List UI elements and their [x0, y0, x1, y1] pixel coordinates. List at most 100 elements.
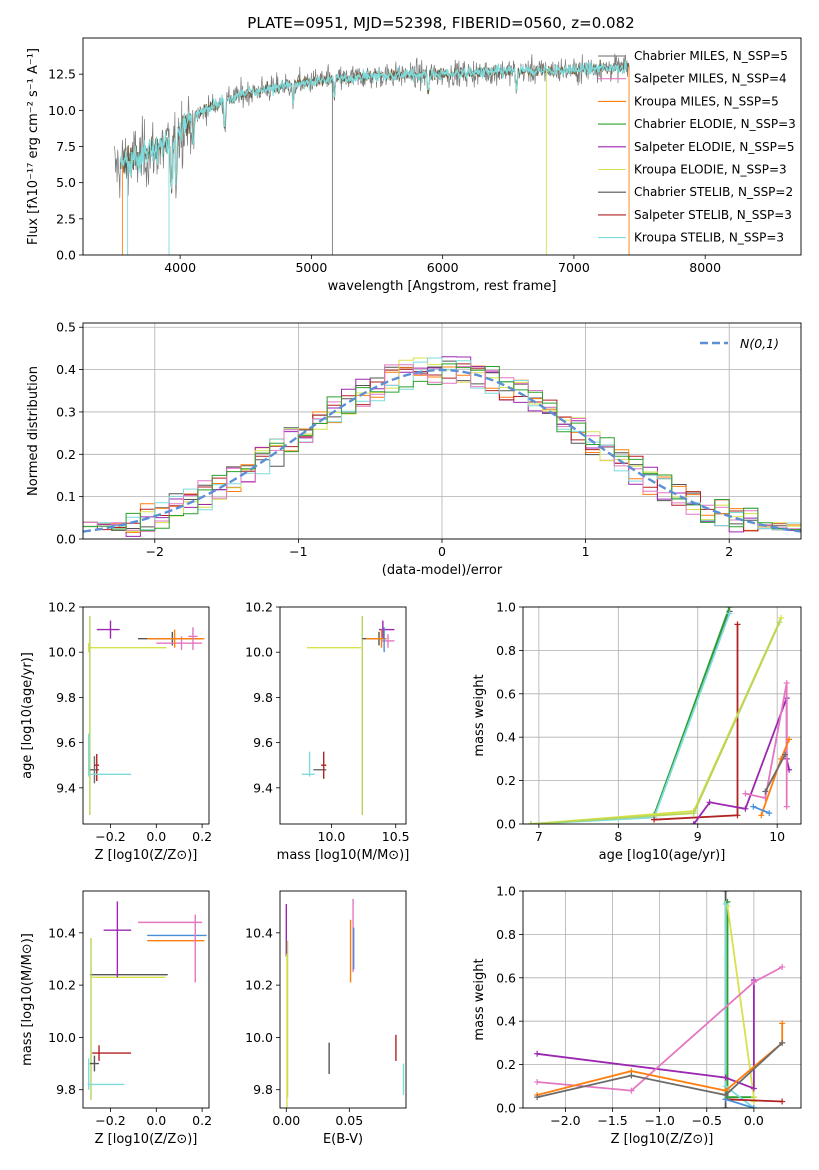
x-axis-label: (data-model)/error	[382, 563, 503, 578]
weight-marker	[779, 1020, 786, 1027]
axes-frame	[279, 890, 407, 1109]
y-tick-label: 10.2	[48, 978, 76, 993]
weight-marker	[734, 621, 741, 628]
y-axis-label: mass weight	[472, 674, 487, 756]
axes-massweight_vs_age: 7 8 9 10 0.0 0.2 0.4 0.6 0.8 1.0 age [log10(age/yr…	[472, 600, 802, 863]
weight-series	[536, 980, 755, 1090]
axes-frame	[82, 890, 210, 1109]
error-bar-point	[188, 627, 198, 650]
weight-series	[725, 1098, 755, 1108]
y-tick-label: 10.0	[48, 645, 76, 660]
x-tick-label: −1	[289, 544, 307, 559]
error-bar-point	[92, 1045, 132, 1061]
axes-residuals: −2 −1 0 1 2 0.0 0.1 0.2 0.3 0.4 0.5 (data-model)/er…	[26, 320, 802, 578]
y-axis-label: age [log10(age/yr)]	[20, 652, 35, 779]
error-bar-point	[96, 620, 120, 639]
x-tick-label: 7	[535, 829, 543, 844]
x-tick-label: 0.00	[272, 1113, 300, 1128]
weight-marker	[779, 963, 786, 970]
x-tick-label: 8000	[689, 260, 721, 275]
weight-series	[653, 607, 731, 816]
x-axis-label: Z [log10(Z/Z⊙)]	[95, 1132, 198, 1147]
error-bar-point	[321, 751, 327, 779]
y-tick-label: 10.4	[48, 925, 76, 940]
y-tick-label: 10.2	[48, 600, 76, 615]
weight-series	[530, 621, 781, 824]
plots-group: 4000 5000 6000 7000 80000.02.55.07.510.012.5…	[20, 37, 802, 1147]
spectrum-line	[119, 60, 627, 190]
x-tick-label: 1	[582, 544, 590, 559]
x-tick-label: −2	[146, 544, 164, 559]
y-tick-label: 0.2	[496, 773, 516, 788]
y-tick-label: 10.2	[245, 978, 273, 993]
x-axis-label: Z [log10(Z/Z⊙)]	[95, 848, 198, 863]
weight-marker	[766, 810, 773, 817]
x-tick-label: −0.2	[95, 1113, 125, 1128]
x-tick-label: 10.0	[318, 829, 346, 844]
weight-marker	[726, 607, 733, 610]
weight-marker	[750, 1105, 757, 1108]
weight-series	[745, 682, 788, 807]
y-tick-label: 9.8	[253, 1082, 273, 1097]
y-tick-label: 0.2	[496, 1057, 516, 1072]
x-tick-label: 2	[725, 544, 733, 559]
y-tick-label: 10.0	[48, 1030, 76, 1045]
x-tick-label: 0.0	[146, 829, 166, 844]
page-title: PLATE=0951, MJD=52398, FIBERID=0560, z=0…	[247, 14, 634, 32]
x-axis-label: mass [log10(M/M⊙)]	[277, 848, 410, 863]
axes-mass_vs_Z: −0.2 0.0 0.2 9.8 10.0 10.2 10.4 Z [log10(Z/Z⊙)]…	[20, 890, 212, 1147]
weight-marker	[726, 610, 733, 617]
plot-area	[527, 607, 793, 824]
x-tick-label: −0.2	[95, 829, 125, 844]
weight-series	[536, 1042, 783, 1099]
y-axis-label: mass [log10(M/M⊙)]	[20, 933, 35, 1066]
x-tick-label: 0.0	[146, 1113, 166, 1128]
axes-frame	[82, 37, 802, 256]
x-tick-label: 0.2	[192, 829, 212, 844]
weight-marker	[651, 816, 658, 823]
y-tick-label: 0.4	[496, 730, 516, 745]
y-tick-label: 2.5	[56, 211, 76, 226]
y-tick-label: 0.1	[56, 489, 76, 504]
x-tick-label: 4000	[164, 260, 196, 275]
x-tick-label: 5000	[295, 260, 327, 275]
x-tick-label: −1.0	[644, 1113, 674, 1128]
y-tick-label: 0.8	[496, 927, 516, 942]
axes-mass_vs_ebv: 0.00 0.05 9.8 10.0 10.2 10.4 E(B-V)	[245, 890, 407, 1147]
x-tick-label: 6000	[427, 260, 459, 275]
y-tick-label: 9.8	[56, 1082, 76, 1097]
weight-series	[693, 697, 790, 824]
legend-label: Salpeter STELIB, N_SSP=3	[634, 208, 792, 222]
x-tick-label: 0.05	[335, 1113, 363, 1128]
y-tick-label: 1.0	[496, 884, 516, 899]
x-axis-label: Z [log10(Z/Z⊙)]	[611, 1132, 714, 1147]
x-tick-label: 7000	[558, 260, 590, 275]
axes-spectrum: 4000 5000 6000 7000 8000 0.0 2.5 5.0 7.5 10.0 12.5…	[26, 37, 802, 294]
y-tick-label: 9.8	[253, 690, 273, 705]
error-bar-point	[88, 643, 167, 653]
legend: Chabrier MILES, N_SSP=5 Salpeter MILES, N…	[598, 49, 796, 245]
axes-age_vs_mass: 10.0 10.5 9.4 9.6 9.8 10.0 10.2 mass [log10(M/M…	[245, 600, 409, 864]
weight-marker	[706, 799, 713, 806]
weight-marker	[783, 679, 790, 686]
x-tick-label: 10	[769, 829, 785, 844]
y-axis-label: mass weight	[472, 958, 487, 1040]
axes-frame	[279, 606, 407, 825]
weight-marker	[779, 1039, 786, 1046]
weight-series	[752, 805, 770, 814]
axes-age_vs_Z: −0.2 0.0 0.2 9.4 9.6 9.8 10.0 10.2 Z [log10(Z/Z⊙…	[20, 600, 212, 864]
normal-curve	[83, 368, 801, 533]
x-axis-label: age [log10(age/yr)]	[599, 848, 726, 863]
weight-marker	[722, 1105, 729, 1108]
x-tick-label: −1.5	[597, 1113, 627, 1128]
y-tick-label: 10.0	[245, 1030, 273, 1045]
y-tick-label: 0.8	[496, 643, 516, 658]
weight-marker	[722, 891, 729, 894]
plot-area	[83, 356, 801, 537]
y-tick-label: 9.4	[253, 780, 273, 795]
x-tick-label: −2.0	[550, 1113, 580, 1128]
y-tick-label: 9.4	[56, 780, 76, 795]
axes-frame	[82, 322, 802, 540]
weight-series	[725, 1098, 783, 1103]
y-tick-label: 7.5	[56, 139, 76, 154]
